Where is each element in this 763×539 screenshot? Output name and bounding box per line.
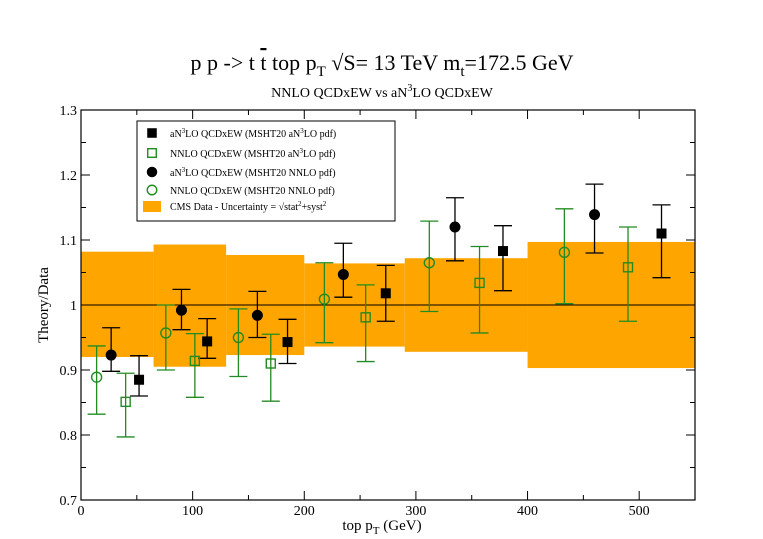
series-3-point-5: [558, 246, 571, 259]
series-0-point-2: [282, 337, 293, 348]
x-tick-label-0: 0: [78, 504, 85, 519]
y-tick-label-4: 1.1: [60, 234, 78, 249]
legend-marker-3: [146, 184, 158, 196]
chart-title-sub-t: T: [317, 64, 326, 80]
x-tick-label-4: 400: [517, 504, 538, 519]
legend-band-label-b: +syst: [302, 202, 323, 213]
chart-title-part-c: √S= 13 TeV m: [326, 50, 461, 75]
series-2-point-5: [589, 209, 601, 221]
legend-label-2: aN3LO QCDxEW (MSHT20 NNLO pdf): [170, 166, 336, 179]
legend-band-label: CMS Data - Uncertainty = √stat2+syst2: [170, 200, 327, 213]
legend-label-0: aN3LO QCDxEW (MSHT20 aN3LO pdf): [170, 127, 336, 140]
series-0-point-3: [380, 288, 391, 299]
y-tick-label-5: 1.2: [60, 169, 78, 184]
legend-band-label-sup: 2: [298, 200, 302, 208]
series-2-point-3: [337, 268, 349, 280]
chart-title: p p -> t t top pT √S= 13 TeV mt=172.5 Ge…: [191, 50, 574, 80]
y-tick-label-6: 1.3: [60, 104, 78, 119]
legend-label-1-sup: 3: [300, 147, 304, 155]
series-0-point-5: [656, 228, 667, 239]
series-1-point-2: [265, 358, 276, 369]
legend-label-2-b: LO QCDxEW (MSHT20 NNLO pdf): [185, 168, 335, 179]
legend-label-1-a: NNLO QCDxEW (MSHT20 aN: [170, 149, 300, 160]
x-axis-label-main: top p: [342, 518, 372, 534]
chart-title-part-a: p p -> t: [191, 50, 261, 75]
legend: aN3LO QCDxEW (MSHT20 aN3LO pdf)NNLO QCDx…: [136, 120, 396, 222]
legend-marker-0: [147, 128, 157, 138]
legend-label-0-b: LO QCDxEW (MSHT20 aN: [185, 129, 300, 140]
legend-marker-2: [146, 166, 158, 178]
legend-label-1: NNLO QCDxEW (MSHT20 aN3LO pdf): [170, 147, 336, 160]
series-0: [130, 204, 671, 397]
chart-subtitle-part-a: NNLO QCDxEW vs aN: [271, 86, 407, 101]
series-3: [87, 208, 574, 415]
y-axis-label: Theory/Data: [36, 267, 52, 343]
series-1-point-1: [189, 355, 201, 367]
legend-label-2-a: aN: [170, 168, 182, 179]
y-tick-label-1: 0.8: [60, 429, 78, 444]
chart-title-sub-mt: t: [460, 64, 465, 80]
series-2-point-1: [175, 304, 187, 316]
y-tick-label-0: 0.7: [60, 494, 78, 509]
series-3-point-2: [232, 331, 245, 344]
chart-subtitle: NNLO QCDxEW vs aN3LO QCDxEW: [271, 83, 494, 101]
legend-band-swatch: [143, 201, 161, 212]
series-1-point-5: [622, 262, 634, 273]
legend-label-3-a: NNLO QCDxEW (MSHT20 NNLO pdf): [170, 186, 335, 197]
series-1-point-0: [120, 396, 131, 408]
series-3-point-1: [160, 327, 172, 339]
x-axis-label-sub: T: [373, 525, 380, 537]
legend-label-0-sup2: 3: [300, 127, 304, 135]
series-2-point-0: [105, 349, 117, 361]
chart-title-part-d: =172.5 GeV: [465, 50, 574, 75]
x-tick-label-1: 100: [182, 504, 203, 519]
x-tick-label-5: 500: [629, 504, 650, 519]
legend-label-0-a: aN: [170, 129, 182, 140]
y-tick-label-3: 1: [70, 299, 77, 314]
series-1-point-3: [360, 312, 371, 323]
series-2-point-2: [251, 309, 263, 321]
legend-band-label-a: CMS Data - Uncertainty = √stat: [170, 202, 298, 213]
legend-marker-1: [147, 148, 157, 158]
series-3-point-0: [90, 371, 103, 383]
chart-subtitle-sup: 3: [407, 83, 412, 94]
chart-subtitle-part-b: LO QCDxEW: [412, 86, 493, 101]
x-tick-label-2: 200: [294, 504, 315, 519]
series-1-point-4: [474, 277, 485, 289]
series-3-point-3: [318, 293, 331, 305]
series-1: [116, 226, 638, 438]
series-0-point-1: [202, 336, 213, 347]
legend-label-1-b: LO pdf): [303, 149, 336, 160]
y-tick-label-2: 0.9: [60, 364, 78, 379]
band-bin-0: [81, 251, 154, 357]
series-0-point-4: [497, 246, 508, 257]
legend-label-0-c: LO pdf): [304, 129, 337, 140]
legend-box: [136, 120, 396, 222]
chart-title-tbar: t: [260, 50, 266, 75]
x-tick-label-3: 300: [405, 504, 426, 519]
legend-label-0-sup: 3: [182, 127, 186, 135]
series-2-point-4: [449, 221, 461, 233]
chart-title-part-b: top p: [266, 50, 316, 75]
series-2: [102, 183, 604, 372]
tick-layer: 0 100 200 300 400 500 0.7 0.8 0.9 1 1.1 1.2 1.3: [60, 104, 695, 519]
series-layer: [87, 183, 671, 438]
legend-label-3: NNLO QCDxEW (MSHT20 NNLO pdf): [170, 186, 335, 197]
series-0-point-0: [134, 374, 145, 385]
legend-band-label-sup2: 2: [323, 200, 327, 208]
x-axis-label-rest: (GeV): [380, 518, 422, 534]
legend-label-2-sup: 3: [182, 166, 186, 174]
x-axis-label: top pT (GeV): [342, 518, 421, 537]
series-3-point-4: [423, 257, 436, 269]
